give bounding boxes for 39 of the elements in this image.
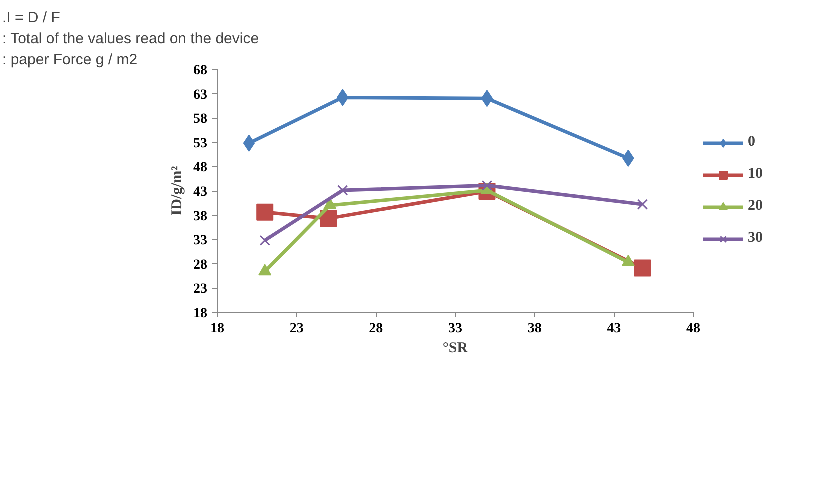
point [481,90,494,108]
y-tick-label: 18 [194,306,208,322]
x-tick-label: 33 [448,322,462,336]
y-tick-label: 28 [194,258,208,273]
text: : paper Force g / m2 [2,52,138,68]
y-tick-label: 23 [194,282,208,298]
y-tick-label: 53 [194,136,208,152]
y-tick-label: 43 [194,185,208,200]
point [260,235,270,246]
x-tick-label: 48 [686,322,700,336]
y-tick-label: 38 [194,209,208,224]
x-tick-label: 38 [528,322,542,336]
y-tick-label: 68 [194,64,208,78]
y-tick-label: 33 [194,234,208,249]
text: : Total of the values read on the device [2,30,260,48]
point [258,264,272,276]
y-tick-label: 48 [194,160,208,176]
text: .I = D / F [2,10,60,26]
x-tick-label: 28 [369,322,384,336]
legend-label: 30 [748,230,764,247]
x-tick-label: 43 [607,322,622,336]
y-axis-title: ID/g/m² [170,166,186,216]
y-tick-label: 58 [194,112,208,128]
x-axis-title: °SR [442,340,468,356]
legend-label: 20 [748,198,764,215]
point [320,210,338,228]
point [482,180,493,191]
legend-label: 10 [748,166,764,183]
point [637,199,648,210]
x-tick-label: 23 [290,322,304,336]
point [324,198,337,210]
point [243,134,256,152]
legend-label: 0 [748,134,756,151]
point [338,185,348,196]
x-tick-label: 18 [210,322,224,336]
point [622,255,635,266]
point [634,260,652,277]
y-tick-label: 63 [194,88,208,103]
point [256,204,274,221]
